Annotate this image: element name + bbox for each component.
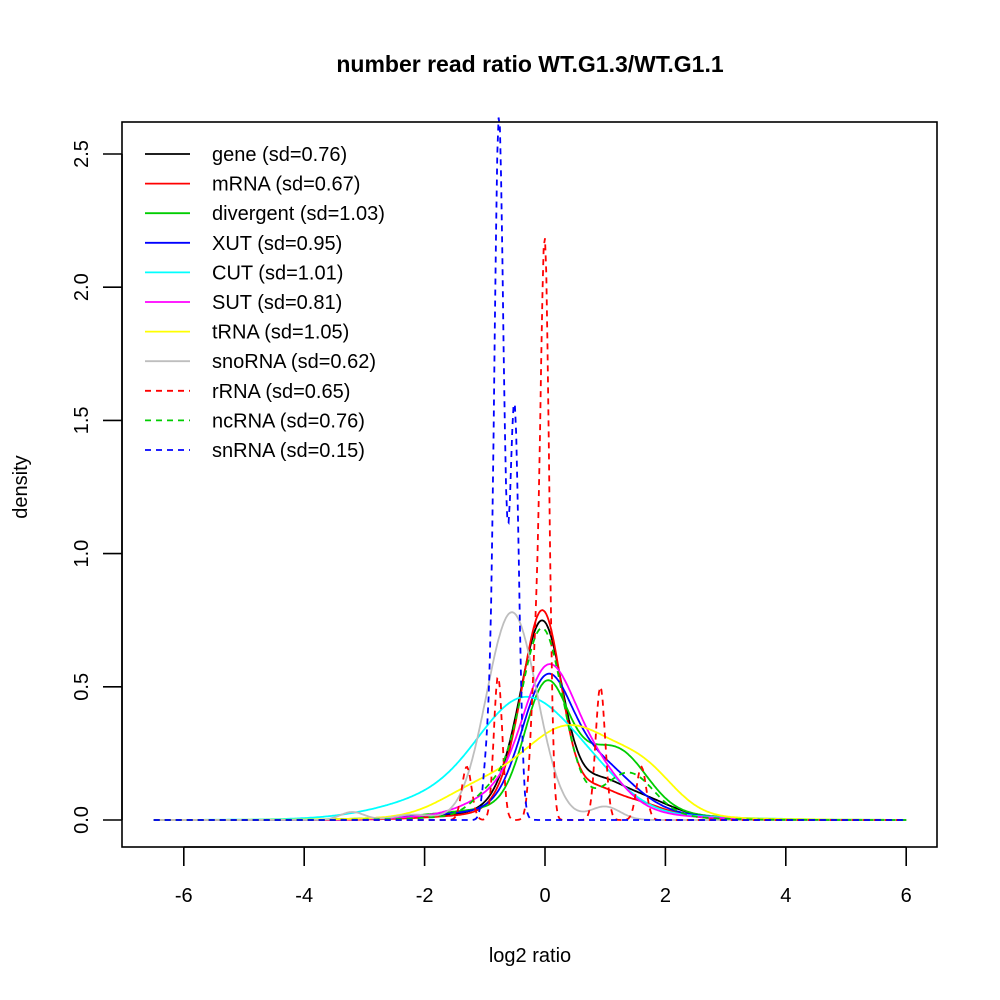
y-tick-label: 2.5 xyxy=(71,140,93,168)
x-tick-label: 6 xyxy=(901,885,912,907)
y-axis: 0.0 0.5 1.0 1.5 2.0 2.5 xyxy=(71,140,123,834)
legend-label: divergent (sd=1.03) xyxy=(212,203,385,225)
x-tick-label: -2 xyxy=(416,885,434,907)
x-axis-label: log2 ratio xyxy=(489,945,571,967)
y-tick-label: 1.0 xyxy=(71,540,93,568)
x-tick-label: 0 xyxy=(539,885,550,907)
x-tick-label: 4 xyxy=(780,885,791,907)
legend-label: tRNA (sd=1.05) xyxy=(212,322,349,344)
legend-item-ncRNA: ncRNA (sd=0.76) xyxy=(145,410,365,432)
chart-title: number read ratio WT.G1.3/WT.G1.1 xyxy=(336,51,723,77)
series-line-tRNA xyxy=(153,724,907,821)
legend-item-SUT: SUT (sd=0.81) xyxy=(145,292,342,314)
legend-item-gene: gene (sd=0.76) xyxy=(145,144,347,166)
legend-item-snRNA: snRNA (sd=0.15) xyxy=(145,440,365,462)
series-line-SUT xyxy=(153,663,907,821)
legend-item-tRNA: tRNA (sd=1.05) xyxy=(145,322,349,344)
x-tick-label: -6 xyxy=(175,885,193,907)
legend-label: mRNA (sd=0.67) xyxy=(212,174,360,196)
x-tick-label: 2 xyxy=(660,885,671,907)
legend: gene (sd=0.76) mRNA (sd=0.67) divergent (s… xyxy=(145,144,385,462)
legend-label: ncRNA (sd=0.76) xyxy=(212,410,365,432)
x-tick-label: -4 xyxy=(295,885,313,907)
legend-label: gene (sd=0.76) xyxy=(212,144,347,166)
legend-item-CUT: CUT (sd=1.01) xyxy=(145,262,343,284)
legend-item-rRNA: rRNA (sd=0.65) xyxy=(145,381,350,403)
series-layer xyxy=(153,117,907,821)
legend-label: CUT (sd=1.01) xyxy=(212,262,343,284)
y-tick-label: 1.5 xyxy=(71,406,93,434)
legend-label: XUT (sd=0.95) xyxy=(212,233,342,255)
y-tick-label: 2.0 xyxy=(71,273,93,301)
legend-label: snRNA (sd=0.15) xyxy=(212,440,365,462)
legend-label: SUT (sd=0.81) xyxy=(212,292,342,314)
y-tick-label: 0.0 xyxy=(71,806,93,834)
legend-item-XUT: XUT (sd=0.95) xyxy=(145,233,342,255)
legend-label: snoRNA (sd=0.62) xyxy=(212,351,376,373)
legend-item-mRNA: mRNA (sd=0.67) xyxy=(145,174,360,196)
series-line-gene xyxy=(153,619,907,821)
plot-frame xyxy=(121,121,938,848)
y-tick-label: 0.5 xyxy=(71,673,93,701)
y-axis-label: density xyxy=(10,455,32,518)
series-line-snRNA xyxy=(153,117,907,821)
legend-label: rRNA (sd=0.65) xyxy=(212,381,350,403)
legend-item-snoRNA: snoRNA (sd=0.62) xyxy=(145,351,376,373)
legend-item-divergent: divergent (sd=1.03) xyxy=(145,203,385,225)
x-axis: -6 -4 -2 0 2 4 6 xyxy=(175,846,912,907)
series-line-divergent xyxy=(153,679,907,821)
